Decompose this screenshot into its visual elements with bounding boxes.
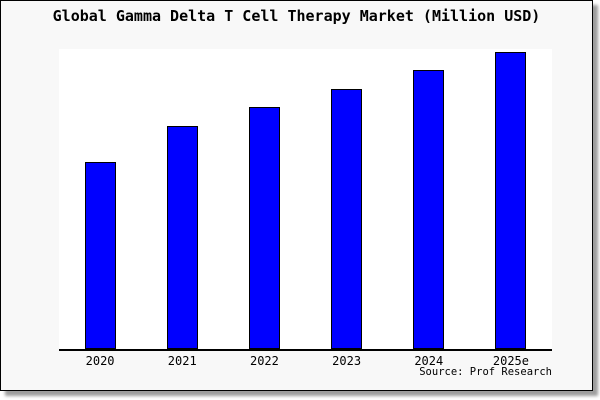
x-tick-label-2022: 2022 (249, 354, 279, 368)
bar-column-2025e (470, 49, 552, 349)
bar-column-2024 (388, 49, 470, 349)
bar-2023 (331, 88, 363, 349)
bar-column-2022 (223, 49, 305, 349)
plot-area (59, 49, 552, 351)
chart-title: Global Gamma Delta T Cell Therapy Market… (52, 7, 541, 25)
x-axis-labels: 2020 2021 2022 2023 2024 2025e (59, 355, 552, 367)
bar-2020 (84, 162, 116, 349)
bar-column-2023 (306, 49, 388, 349)
bars-row (59, 49, 552, 349)
bar-2025e (495, 52, 527, 349)
x-tick-label-2025e: 2025e (492, 354, 529, 368)
bar-column-2020 (59, 49, 141, 349)
bar-2024 (413, 70, 445, 349)
x-tick-label-2023: 2023 (332, 354, 362, 368)
x-tick-label-2024: 2024 (414, 354, 444, 368)
x-tick-label-2021: 2021 (167, 354, 197, 368)
bar-2021 (166, 125, 198, 349)
bar-column-2021 (141, 49, 223, 349)
bar-2022 (248, 106, 280, 349)
source-attribution: Source: Prof Research (419, 366, 552, 378)
x-tick-label-2020: 2020 (85, 354, 115, 368)
chart-frame: Global Gamma Delta T Cell Therapy Market… (0, 0, 593, 391)
